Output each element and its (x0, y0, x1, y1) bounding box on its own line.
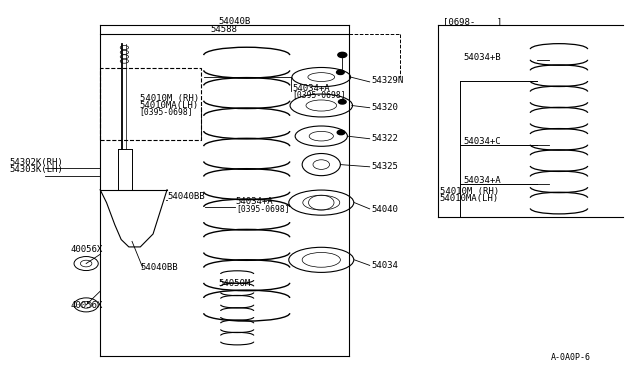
Text: 54322: 54322 (371, 134, 398, 143)
Circle shape (337, 70, 344, 74)
Text: 54034: 54034 (371, 261, 398, 270)
Text: [0395-0698]: [0395-0698] (292, 90, 346, 99)
Text: 40056X: 40056X (70, 245, 102, 254)
Text: 54040BB: 54040BB (167, 192, 205, 201)
Text: 54320: 54320 (371, 103, 398, 112)
Circle shape (337, 130, 345, 135)
Text: 54588: 54588 (211, 25, 237, 34)
Text: 54329N: 54329N (371, 76, 403, 85)
Text: 54034+A: 54034+A (463, 176, 501, 185)
Circle shape (339, 100, 346, 104)
Text: 54010M (RH): 54010M (RH) (140, 94, 199, 103)
Text: [0395-0698]: [0395-0698] (140, 108, 193, 116)
Text: 54010MA(LH): 54010MA(LH) (440, 194, 499, 203)
Text: 54010M (RH): 54010M (RH) (440, 187, 499, 196)
Text: 54034+A: 54034+A (236, 198, 273, 206)
Text: [0698-    ]: [0698- ] (443, 17, 502, 26)
Text: A-0A0P-6: A-0A0P-6 (551, 353, 591, 362)
Text: 54303K(LH): 54303K(LH) (9, 165, 63, 174)
Text: 54034+B: 54034+B (463, 53, 501, 62)
Text: 54010MA(LH): 54010MA(LH) (140, 101, 199, 110)
Text: 54302K(RH): 54302K(RH) (9, 158, 63, 167)
Text: 54040B: 54040B (218, 17, 250, 26)
Text: 54034+A: 54034+A (292, 84, 330, 93)
Text: [0395-0698]: [0395-0698] (236, 204, 289, 213)
Text: 54325: 54325 (371, 163, 398, 171)
Text: 54040: 54040 (371, 205, 398, 214)
Text: 40056X: 40056X (70, 301, 102, 310)
Text: 54040BB: 54040BB (140, 263, 178, 272)
Text: 54034+C: 54034+C (463, 137, 501, 146)
Text: 54050M: 54050M (218, 279, 250, 288)
Circle shape (338, 52, 347, 58)
